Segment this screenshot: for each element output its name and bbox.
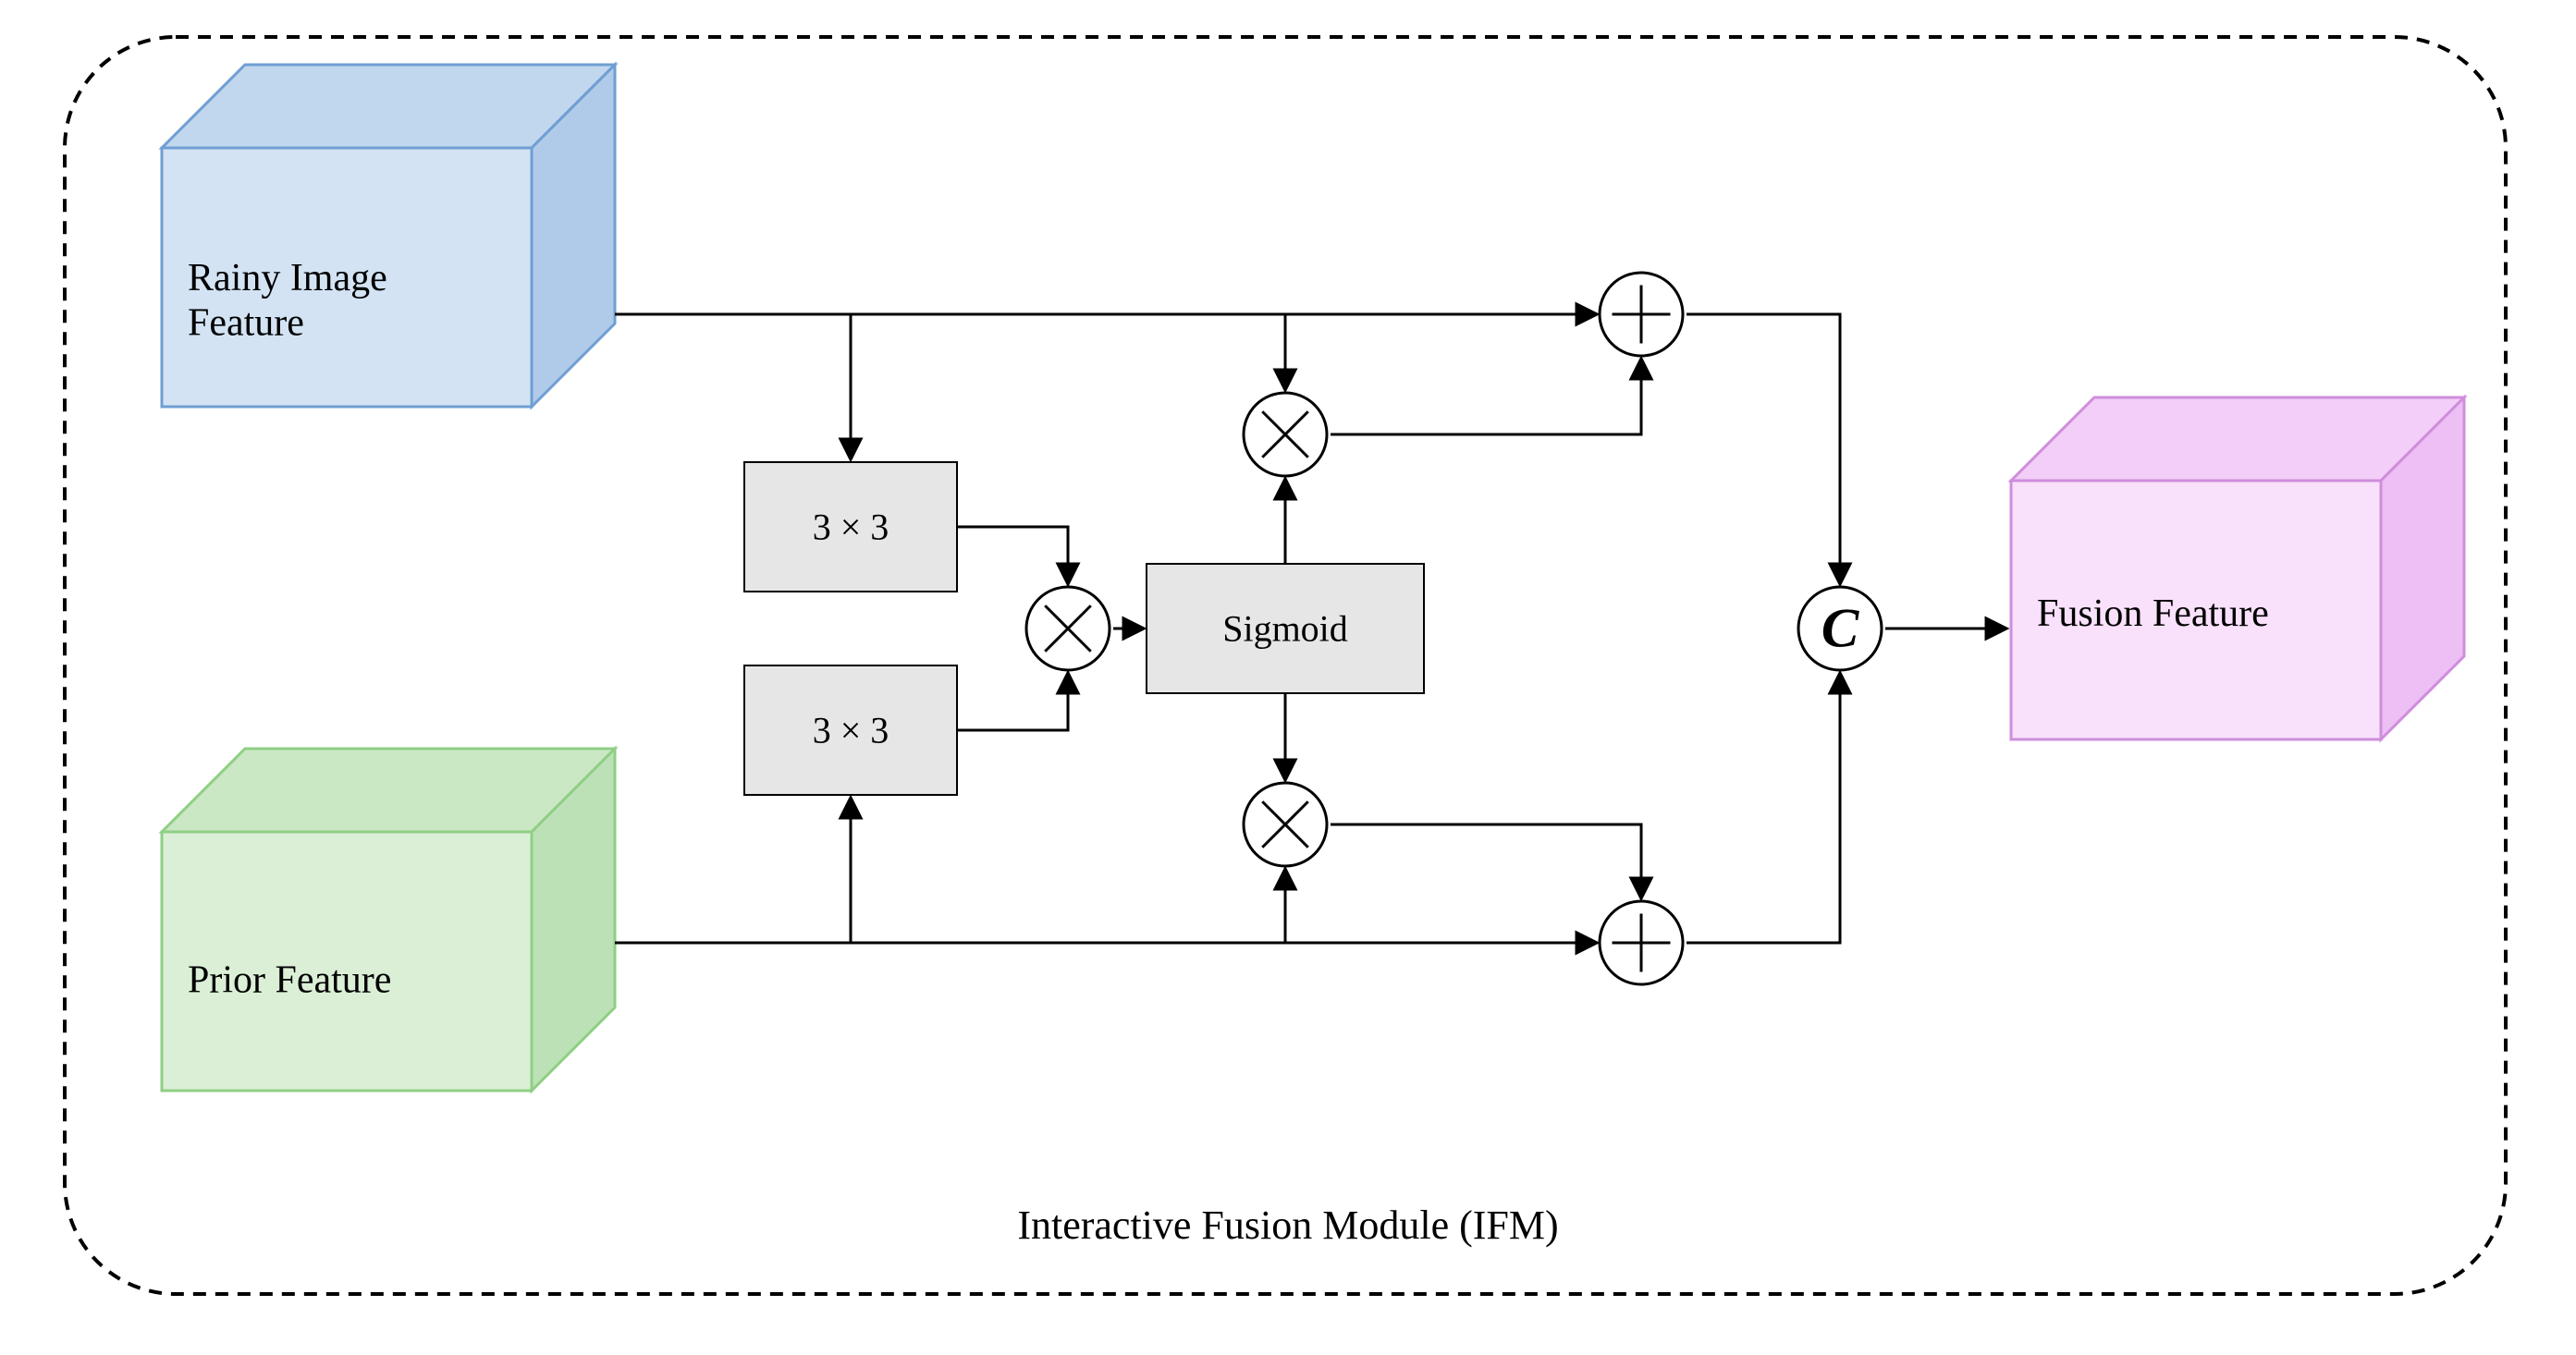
sigmoid: Sigmoid bbox=[1147, 564, 1424, 693]
concat-symbol: C bbox=[1822, 598, 1860, 660]
conv-top: 3 × 3 bbox=[744, 462, 957, 592]
rainy-label-1: Rainy Image bbox=[188, 257, 387, 299]
rainy-image-feature-cube bbox=[162, 65, 615, 407]
module-title: Interactive Fusion Module (IFM) bbox=[1017, 1202, 1558, 1248]
edge-convbot-to-mulmid bbox=[957, 674, 1068, 730]
add-top bbox=[1600, 273, 1683, 356]
mul-mid bbox=[1026, 587, 1110, 670]
fusion-label: Fusion Feature bbox=[2037, 592, 2269, 635]
edge-addbot-to-concat bbox=[1687, 674, 1840, 943]
mul-bot bbox=[1244, 783, 1327, 866]
prior-feature-cube bbox=[162, 749, 615, 1091]
prior-label: Prior Feature bbox=[188, 959, 391, 1002]
edge-addtop-to-concat bbox=[1687, 314, 1840, 583]
mul-top bbox=[1244, 393, 1327, 476]
edge-mulbot-to-addbot bbox=[1331, 824, 1641, 897]
conv-top-label: 3 × 3 bbox=[813, 507, 889, 548]
fusion-feature-cube bbox=[2011, 397, 2464, 739]
edge-multop-to-addtop bbox=[1331, 360, 1641, 434]
conv-bottom: 3 × 3 bbox=[744, 665, 957, 795]
conv-bottom-label: 3 × 3 bbox=[813, 710, 889, 751]
add-bot bbox=[1600, 901, 1683, 984]
sigmoid-label: Sigmoid bbox=[1222, 608, 1348, 650]
edge-convtop-to-mulmid bbox=[957, 527, 1068, 583]
concat: C bbox=[1798, 587, 1882, 670]
rainy-label-2: Feature bbox=[188, 301, 304, 344]
